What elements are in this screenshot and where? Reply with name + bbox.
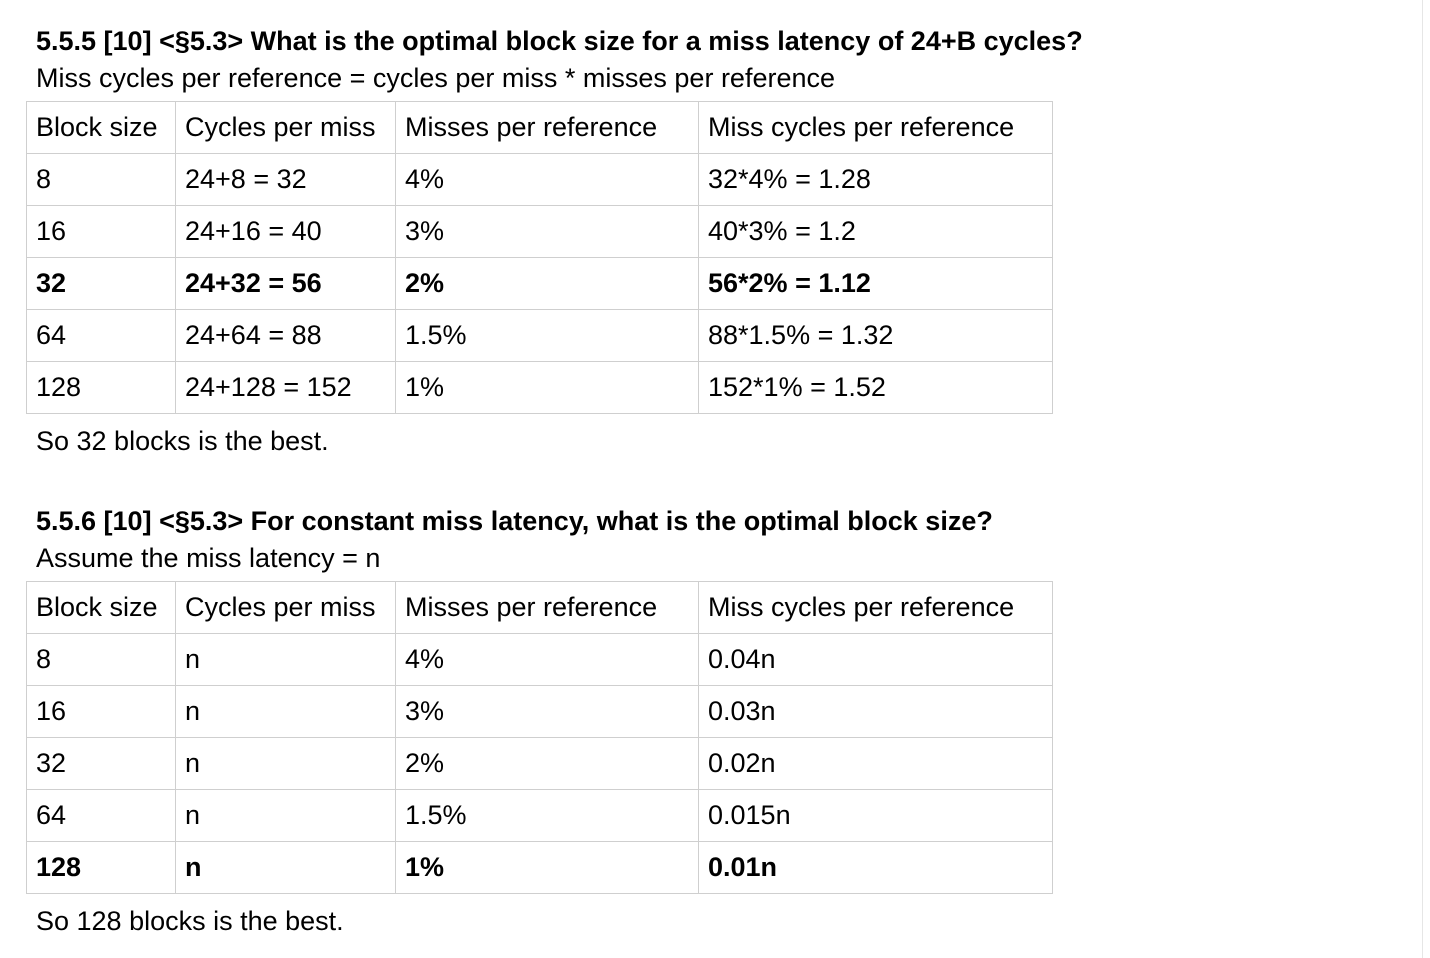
column-header: Miss cycles per reference (698, 101, 1053, 154)
table-cell: 3% (395, 205, 699, 258)
table-cell: 2% (395, 737, 699, 790)
table-cell: 152*1% = 1.52 (698, 361, 1053, 414)
column-header: Block size (26, 101, 176, 154)
table-cell: n (175, 633, 396, 686)
table-row-best: 32 24+32 = 56 2% 56*2% = 1.12 (26, 257, 1053, 310)
table-cell: 3% (395, 685, 699, 738)
table-cell: n (175, 841, 396, 894)
table-cell: 24+128 = 152 (175, 361, 396, 414)
table-cell: 128 (26, 841, 176, 894)
table-row: 64 24+64 = 88 1.5% 88*1.5% = 1.32 (26, 309, 1053, 362)
table-cell: 1.5% (395, 309, 699, 362)
table-cell: 64 (26, 789, 176, 842)
table-cell: 8 (26, 633, 176, 686)
table-cell: 4% (395, 633, 699, 686)
table-row: 64 n 1.5% 0.015n (26, 789, 1053, 842)
table-cell: 32 (26, 737, 176, 790)
table-row: 128 24+128 = 152 1% 152*1% = 1.52 (26, 361, 1053, 414)
conclusion-text: So 32 blocks is the best. (36, 426, 329, 456)
block-size-table: Block size Cycles per miss Misses per re… (26, 101, 1053, 414)
column-header: Misses per reference (395, 581, 699, 634)
table-cell: 0.015n (698, 789, 1053, 842)
table-cell: 24+8 = 32 (175, 153, 396, 206)
table-cell: 0.03n (698, 685, 1053, 738)
table-cell: 2% (395, 257, 699, 310)
table-cell: 1.5% (395, 789, 699, 842)
table-cell: 24+64 = 88 (175, 309, 396, 362)
table-cell: 40*3% = 1.2 (698, 205, 1053, 258)
column-header: Cycles per miss (175, 101, 396, 154)
table-cell: n (175, 685, 396, 738)
table-cell: n (175, 789, 396, 842)
table-cell: 32 (26, 257, 176, 310)
exercise-5-5-5: 5.5.5 [10] <§5.3> What is the optimal bl… (26, 22, 1083, 464)
table-cell: 0.01n (698, 841, 1053, 894)
table-row: 8 24+8 = 32 4% 32*4% = 1.28 (26, 153, 1053, 206)
table-cell: 64 (26, 309, 176, 362)
column-header: Miss cycles per reference (698, 581, 1053, 634)
conclusion-text: So 128 blocks is the best. (36, 906, 344, 936)
table-cell: 16 (26, 205, 176, 258)
table-cell: 128 (26, 361, 176, 414)
table-header-row: Block size Cycles per miss Misses per re… (26, 581, 1053, 634)
column-header: Block size (26, 581, 176, 634)
table-cell: 1% (395, 841, 699, 894)
table-cell: 88*1.5% = 1.32 (698, 309, 1053, 362)
exercise-5-5-6: 5.5.6 [10] <§5.3> For constant miss late… (26, 502, 1053, 944)
table-row: 32 n 2% 0.02n (26, 737, 1053, 790)
table-row: 16 24+16 = 40 3% 40*3% = 1.2 (26, 205, 1053, 258)
table-cell: 4% (395, 153, 699, 206)
table-cell: 0.02n (698, 737, 1053, 790)
formula-text: Miss cycles per reference = cycles per m… (36, 63, 836, 93)
table-row: 8 n 4% 0.04n (26, 633, 1053, 686)
column-header: Cycles per miss (175, 581, 396, 634)
block-size-table: Block size Cycles per miss Misses per re… (26, 581, 1053, 894)
table-cell: n (175, 737, 396, 790)
page-edge-divider (1422, 0, 1423, 958)
column-header: Misses per reference (395, 101, 699, 154)
table-cell: 16 (26, 685, 176, 738)
table-header-row: Block size Cycles per miss Misses per re… (26, 101, 1053, 154)
table-cell: 1% (395, 361, 699, 414)
table-row-best: 128 n 1% 0.01n (26, 841, 1053, 894)
table-cell: 24+32 = 56 (175, 257, 396, 310)
table-cell: 32*4% = 1.28 (698, 153, 1053, 206)
exercise-heading: 5.5.5 [10] <§5.3> What is the optimal bl… (36, 26, 1083, 56)
table-cell: 24+16 = 40 (175, 205, 396, 258)
exercise-heading: 5.5.6 [10] <§5.3> For constant miss late… (36, 506, 993, 536)
assumption-text: Assume the miss latency = n (36, 543, 381, 573)
table-cell: 0.04n (698, 633, 1053, 686)
table-cell: 56*2% = 1.12 (698, 257, 1053, 310)
table-row: 16 n 3% 0.03n (26, 685, 1053, 738)
table-cell: 8 (26, 153, 176, 206)
